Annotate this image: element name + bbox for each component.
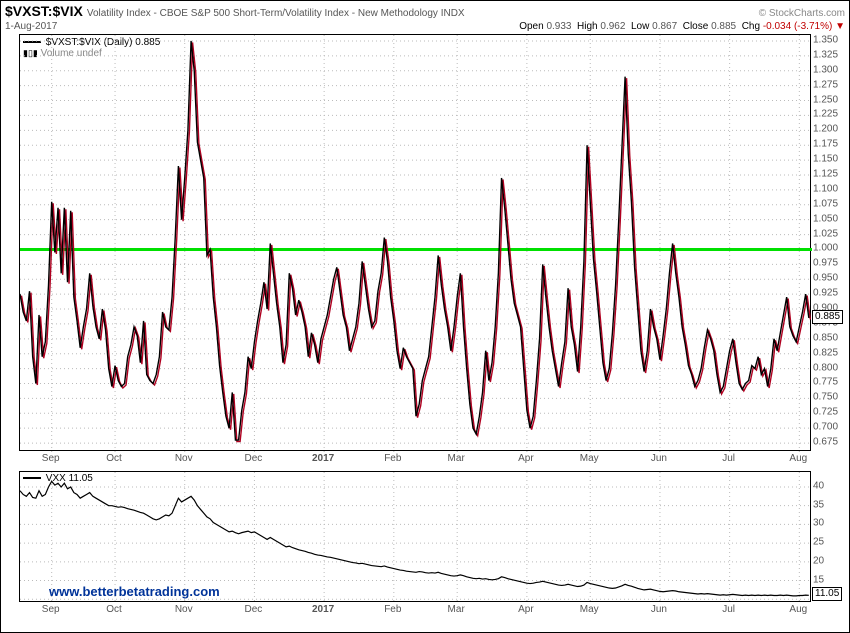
attribution: © StockCharts.com <box>759 8 845 19</box>
chart-container: { "header": { "symbol": "$VXST:$VIX", "d… <box>0 0 850 633</box>
main-chart <box>19 34 811 451</box>
chart-header: $VXST:$VIX Volatility Index - CBOE S&P 5… <box>1 1 849 21</box>
chart-date: 1-Aug-2017 <box>5 21 57 32</box>
watermark-url[interactable]: www.betterbetatrading.com <box>49 584 220 599</box>
close-marker: 0.885 <box>812 310 843 324</box>
symbol-description: Volatility Index - CBOE S&P 500 Short-Te… <box>87 8 465 19</box>
sub-chart <box>19 471 811 602</box>
chart-subheader: 1-Aug-2017 Open 0.933 High 0.962 Low 0.8… <box>1 21 849 34</box>
symbol: $VXST:$VIX <box>5 3 83 19</box>
quote-line: Open 0.933 High 0.962 Low 0.867 Close 0.… <box>519 21 845 32</box>
sub-close-marker: 11.05 <box>812 587 842 601</box>
